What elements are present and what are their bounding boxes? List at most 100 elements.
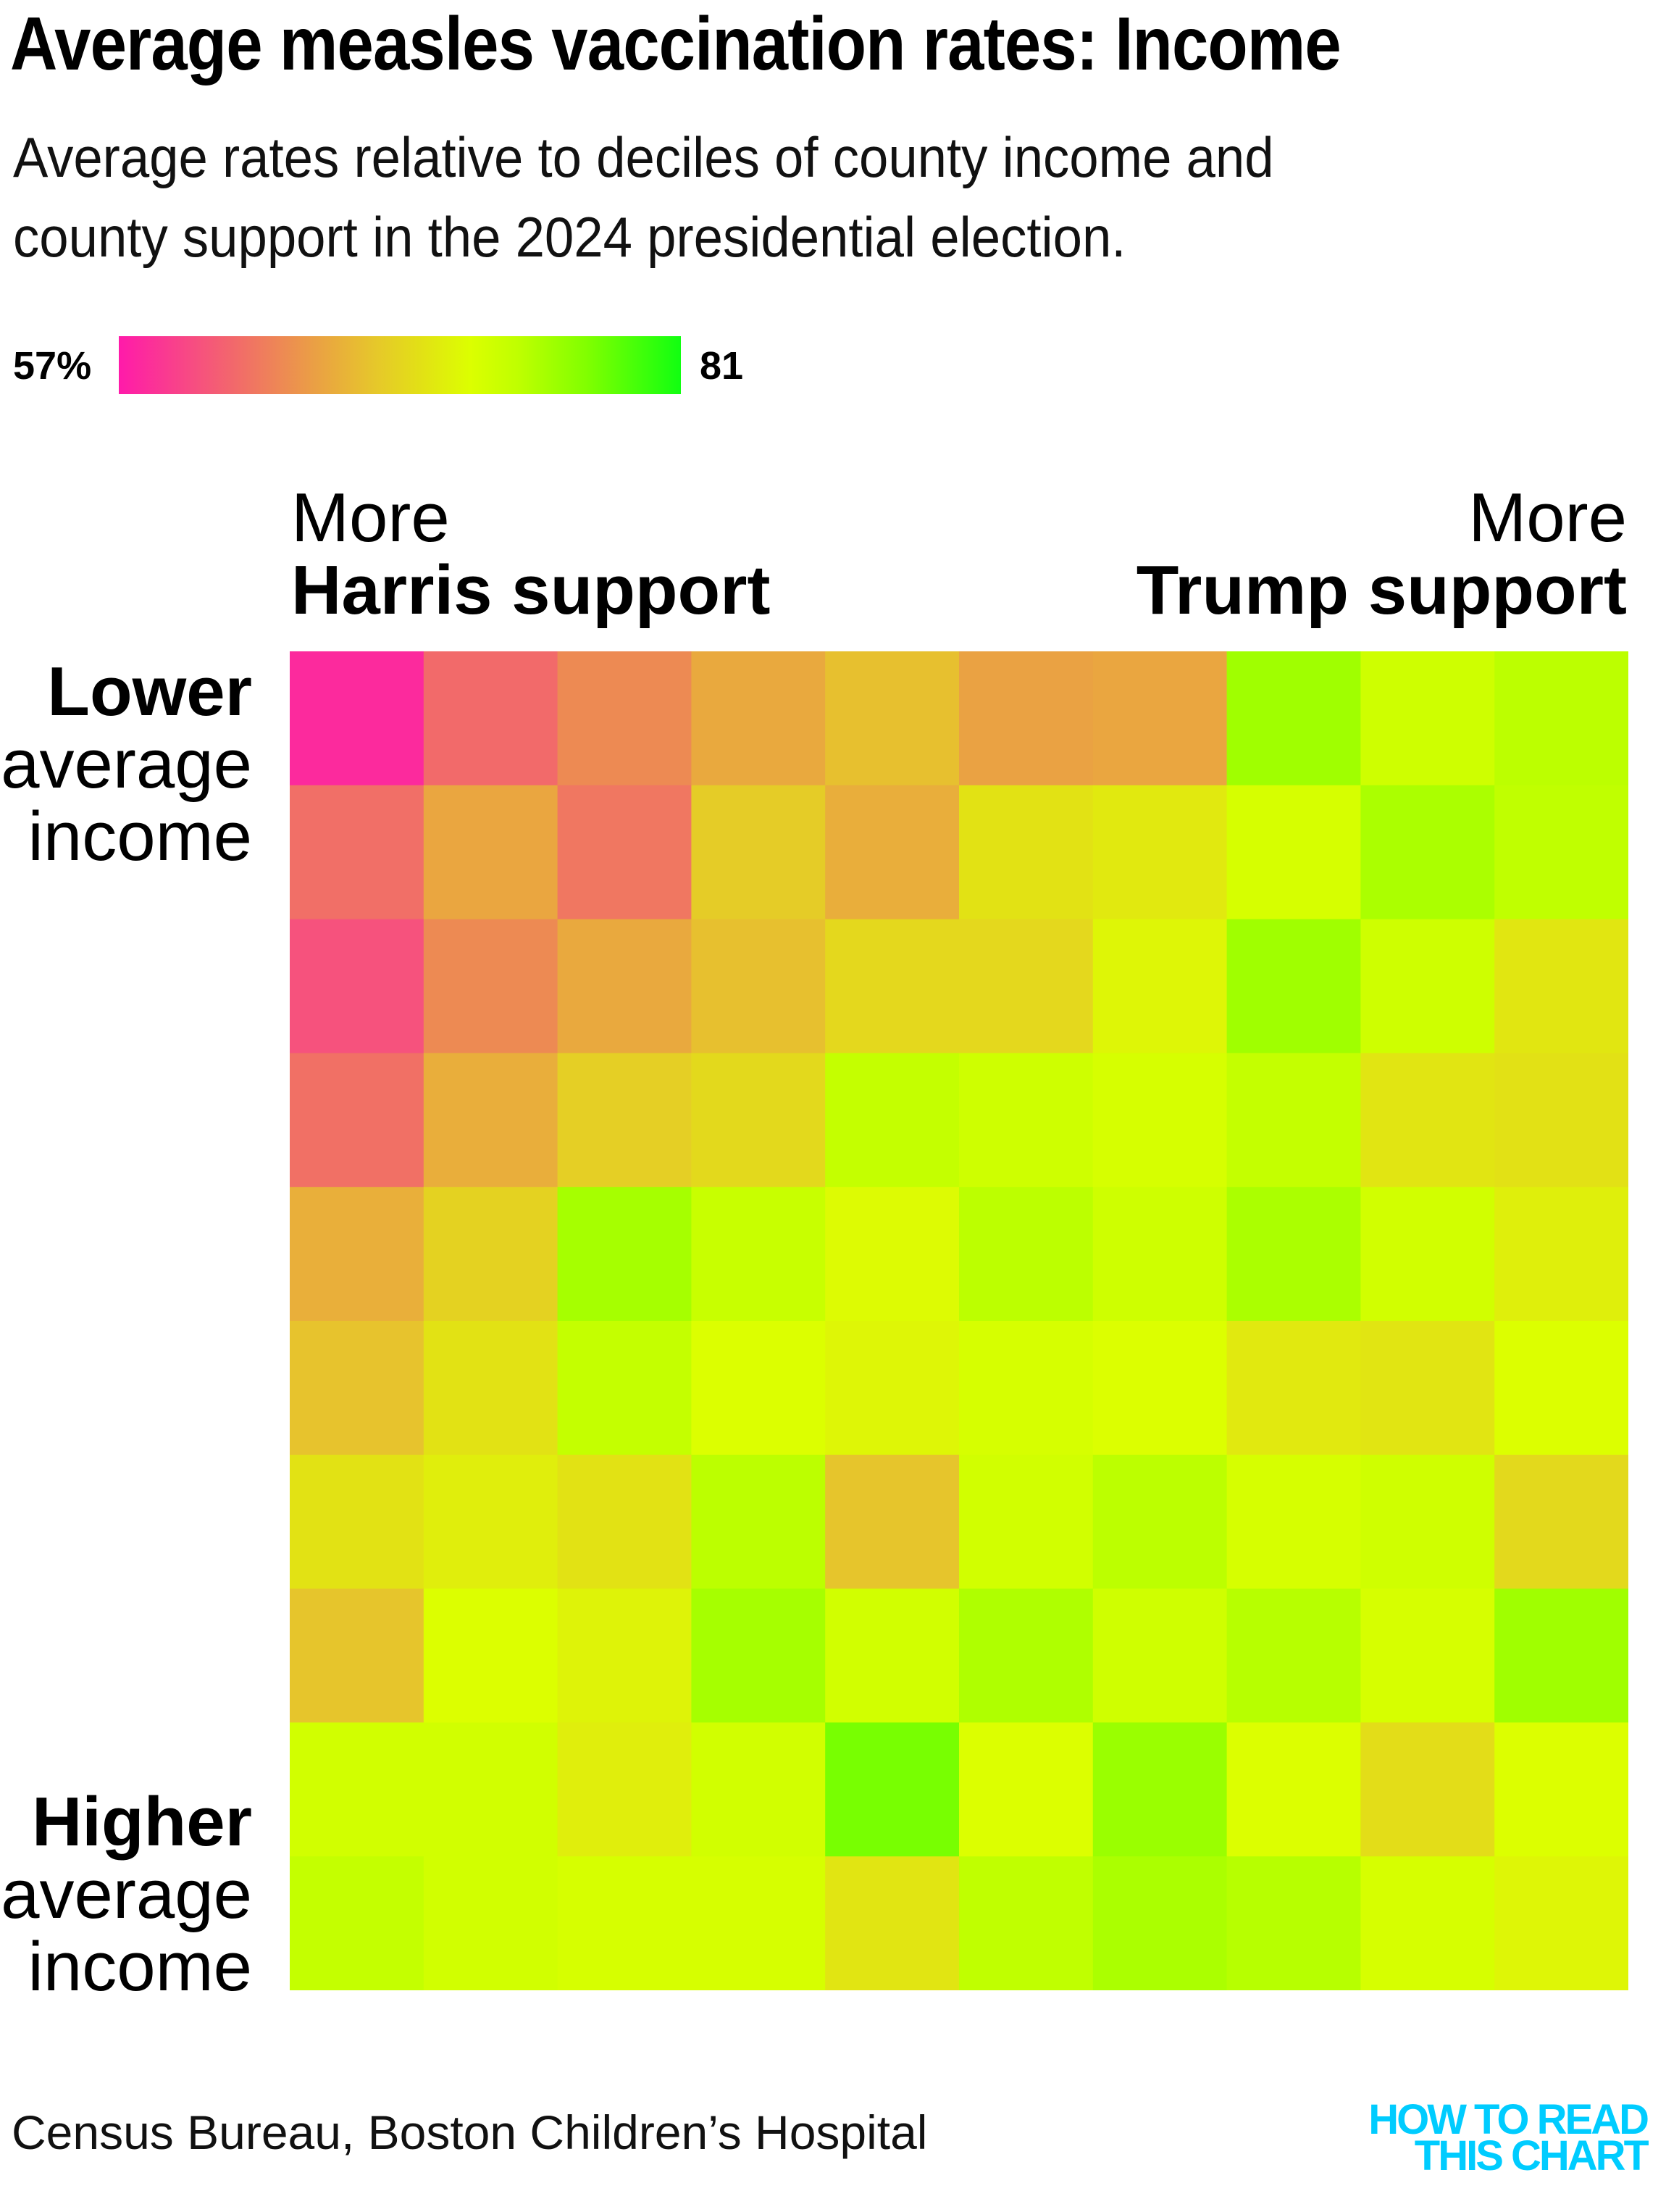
how-to-read-this-chart-logo: HOW TO READ THIS CHART xyxy=(1368,2098,1649,2177)
heatmap-cell-r10-c6 xyxy=(959,1856,1094,1990)
heatmap-cell-r7-c5 xyxy=(825,1454,960,1590)
column-header-left: More Harris support xyxy=(291,482,770,627)
heatmap-cell-r8-c3 xyxy=(557,1588,692,1723)
heatmap-cell-r7-c1 xyxy=(290,1454,424,1590)
heatmap-cell-r5-c5 xyxy=(825,1187,960,1322)
row-header-bottom-line1: Higher xyxy=(31,1783,252,1861)
column-header-right: More Trump support xyxy=(1137,482,1627,627)
heatmap-cell-r8-c10 xyxy=(1494,1588,1628,1723)
heatmap-cell-r1-c1 xyxy=(290,651,424,786)
heatmap-cell-r6-c7 xyxy=(1092,1321,1228,1456)
heatmap-cell-r8-c8 xyxy=(1226,1588,1361,1723)
logo-line2: THIS CHART xyxy=(1415,2132,1649,2177)
heatmap-cell-r9-c8 xyxy=(1226,1722,1361,1857)
heatmap-cell-r2-c6 xyxy=(959,785,1094,920)
heatmap-cell-r8-c4 xyxy=(691,1588,826,1723)
heatmap-cell-r3-c10 xyxy=(1494,919,1628,1053)
heatmap-cell-r1-c9 xyxy=(1360,651,1495,786)
column-header-right-line2: Trump support xyxy=(1136,551,1627,629)
heatmap-cell-r8-c7 xyxy=(1092,1588,1228,1723)
column-header-right-line1: More xyxy=(1468,479,1627,556)
heatmap-cell-r4-c9 xyxy=(1360,1053,1495,1188)
heatmap-cell-r10-c10 xyxy=(1494,1856,1628,1990)
heatmap-cell-r4-c5 xyxy=(825,1053,960,1188)
heatmap-cell-r4-c1 xyxy=(290,1053,424,1188)
heatmap-cell-r10-c3 xyxy=(557,1856,692,1990)
subtitle-line-2: county support in the 2024 presidential … xyxy=(13,205,1126,269)
heatmap-cell-r1-c7 xyxy=(1092,651,1228,786)
heatmap-cell-r1-c6 xyxy=(959,651,1094,786)
heatmap-cell-r9-c6 xyxy=(959,1722,1094,1857)
row-header-bottom: Higher average income xyxy=(1,1786,252,2003)
logo-line1: HOW TO READ xyxy=(1368,2098,1648,2143)
heatmap-cell-r4-c6 xyxy=(959,1053,1094,1188)
heatmap-cell-r3-c2 xyxy=(423,919,558,1053)
heatmap-cell-r2-c3 xyxy=(557,785,692,920)
heatmap-cell-r5-c9 xyxy=(1360,1187,1495,1322)
heatmap-cell-r7-c3 xyxy=(557,1454,692,1590)
heatmap-cell-r6-c8 xyxy=(1226,1321,1361,1456)
heatmap-cell-r5-c6 xyxy=(959,1187,1094,1322)
chart-title: Average measles vaccination rates: Incom… xyxy=(10,2,1341,86)
heatmap-cell-r7-c4 xyxy=(691,1454,826,1590)
heatmap-cell-r6-c6 xyxy=(959,1321,1094,1456)
heatmap-cell-r7-c2 xyxy=(423,1454,558,1590)
heatmap-cell-r6-c9 xyxy=(1360,1321,1495,1456)
heatmap-cell-r9-c7 xyxy=(1092,1722,1228,1857)
heatmap-cell-r6-c2 xyxy=(423,1321,558,1456)
heatmap-cell-r10-c2 xyxy=(423,1856,558,1990)
heatmap-cell-r5-c1 xyxy=(290,1187,424,1322)
heatmap-cell-r3-c3 xyxy=(557,919,692,1053)
heatmap-cell-r2-c5 xyxy=(825,785,960,920)
heatmap-cell-r8-c1 xyxy=(290,1588,424,1723)
heatmap-cell-r2-c7 xyxy=(1092,785,1228,920)
heatmap-cell-r8-c2 xyxy=(423,1588,558,1723)
heatmap-cell-r3-c4 xyxy=(691,919,826,1053)
heatmap-cell-r10-c9 xyxy=(1360,1856,1495,1990)
heatmap-cell-r4-c3 xyxy=(557,1053,692,1188)
heatmap-cell-r5-c7 xyxy=(1092,1187,1228,1322)
heatmap-cell-r6-c1 xyxy=(290,1321,424,1456)
heatmap-cell-r3-c8 xyxy=(1226,919,1361,1053)
heatmap-cell-r10-c5 xyxy=(825,1856,960,1990)
heatmap-cell-r1-c8 xyxy=(1226,651,1361,786)
row-header-top-line3: income xyxy=(28,798,252,875)
heatmap-cell-r3-c1 xyxy=(290,919,424,1053)
heatmap-cell-r7-c8 xyxy=(1226,1454,1361,1590)
heatmap-cell-r10-c8 xyxy=(1226,1856,1361,1990)
row-header-top-line1: Lower xyxy=(47,653,252,730)
heatmap-cell-r7-c10 xyxy=(1494,1454,1628,1590)
heatmap-cell-r10-c7 xyxy=(1092,1856,1228,1990)
heatmap-cell-r9-c4 xyxy=(691,1722,826,1857)
heatmap-cell-r3-c9 xyxy=(1360,919,1495,1053)
heatmap-cell-r7-c9 xyxy=(1360,1454,1495,1590)
legend-color-bar xyxy=(119,336,681,394)
heatmap-cell-r9-c1 xyxy=(290,1722,424,1857)
heatmap-cell-r1-c2 xyxy=(423,651,558,786)
heatmap-cell-r9-c3 xyxy=(557,1722,692,1857)
subtitle-line-1: Average rates relative to deciles of cou… xyxy=(13,125,1274,189)
heatmap-cell-r2-c10 xyxy=(1494,785,1628,920)
heatmap-cell-r5-c10 xyxy=(1494,1187,1628,1322)
heatmap-cell-r10-c1 xyxy=(290,1856,424,1990)
heatmap-cell-r3-c6 xyxy=(959,919,1094,1053)
row-header-top: Lower average income xyxy=(1,656,252,873)
heatmap-cell-r5-c2 xyxy=(423,1187,558,1322)
heatmap-cell-r1-c4 xyxy=(691,651,826,786)
heatmap-cell-r7-c7 xyxy=(1092,1454,1228,1590)
heatmap-cell-r6-c4 xyxy=(691,1321,826,1456)
heatmap-cell-r7-c6 xyxy=(959,1454,1094,1590)
heatmap-cell-r9-c2 xyxy=(423,1722,558,1857)
source-note: Census Bureau, Boston Children’s Hospita… xyxy=(12,2105,928,2159)
legend-max-label: 81 xyxy=(700,344,744,388)
heatmap-cell-r1-c10 xyxy=(1494,651,1628,786)
heatmap-cell-r9-c10 xyxy=(1494,1722,1628,1857)
heatmap-cell-r8-c5 xyxy=(825,1588,960,1723)
heatmap-cell-r4-c4 xyxy=(691,1053,826,1188)
heatmap-cell-r4-c7 xyxy=(1092,1053,1228,1188)
heatmap-cell-r1-c5 xyxy=(825,651,960,786)
heatmap-cell-r2-c9 xyxy=(1360,785,1495,920)
heatmap-cell-r10-c4 xyxy=(691,1856,826,1990)
heatmap-cell-r4-c10 xyxy=(1494,1053,1628,1188)
heatmap-cell-r8-c6 xyxy=(959,1588,1094,1723)
